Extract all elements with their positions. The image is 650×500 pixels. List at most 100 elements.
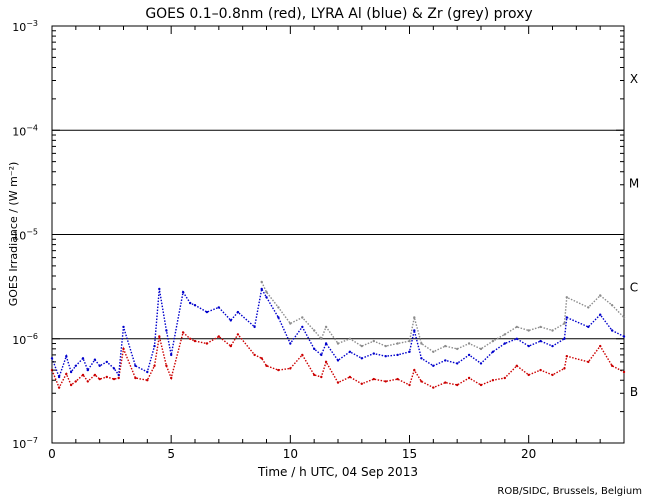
data-point — [515, 337, 518, 340]
data-point — [527, 344, 530, 348]
data-point — [384, 380, 387, 383]
flare-class-labels: X M C B — [629, 72, 639, 399]
data-point — [396, 377, 399, 381]
data-point — [253, 325, 256, 329]
y-tick-base: 10 — [12, 438, 26, 451]
data-point — [456, 347, 459, 351]
data-point — [170, 376, 173, 380]
data-point — [479, 362, 483, 365]
data-point — [265, 364, 268, 367]
data-point — [81, 357, 85, 360]
data-point — [320, 353, 323, 357]
series-1 — [50, 287, 626, 380]
y-axis-ticks: 10−310−410−510−610−7 — [12, 19, 624, 451]
data-point — [81, 373, 85, 377]
data-point — [408, 339, 411, 343]
data-point — [69, 370, 73, 374]
x-axis-label: Time / h UTC, 04 Sep 2013 — [257, 465, 418, 479]
data-point — [193, 339, 197, 343]
chart-title: GOES 0.1–0.8nm (red), LYRA Al (blue) & Z… — [145, 6, 532, 22]
data-point — [413, 368, 416, 372]
data-point — [117, 376, 120, 380]
data-point — [181, 331, 185, 334]
data-point — [134, 376, 137, 380]
data-point — [93, 373, 97, 377]
y-tick-exponent: −6 — [26, 332, 38, 341]
data-point — [491, 379, 495, 382]
data-point — [236, 333, 240, 336]
data-point — [324, 360, 328, 364]
data-point — [348, 350, 352, 353]
data-point — [57, 375, 61, 379]
data-point — [622, 370, 626, 374]
data-point — [396, 353, 399, 357]
y-tick-label: 10−5 — [12, 228, 38, 243]
data-point — [456, 362, 459, 365]
data-point — [122, 347, 125, 351]
data-point — [189, 337, 192, 340]
data-point — [205, 310, 209, 314]
data-point — [146, 379, 149, 382]
data-point — [467, 376, 471, 380]
data-point — [444, 381, 447, 384]
data-point — [420, 357, 423, 360]
data-point — [217, 306, 220, 309]
data-point — [265, 290, 268, 294]
flare-class-c: C — [630, 281, 638, 295]
data-point — [622, 316, 626, 319]
series-2 — [260, 280, 626, 353]
data-point — [289, 367, 292, 370]
data-point — [491, 339, 495, 343]
data-point — [229, 344, 232, 348]
data-point — [479, 383, 483, 387]
data-point — [360, 344, 363, 348]
data-point — [260, 287, 263, 291]
data-point — [181, 290, 185, 294]
data-point — [539, 368, 542, 372]
data-point — [372, 352, 375, 355]
series-layer — [50, 280, 626, 390]
data-point — [277, 316, 280, 319]
x-tick-label: 15 — [402, 447, 417, 461]
x-tick-label: 0 — [48, 447, 56, 461]
data-point — [236, 310, 240, 314]
data-point — [527, 373, 530, 377]
y-tick-exponent: −4 — [26, 123, 38, 132]
y-tick-exponent: −5 — [26, 228, 38, 237]
data-point — [336, 342, 340, 345]
data-point — [491, 350, 495, 353]
data-point — [86, 380, 90, 383]
y-tick-base: 10 — [12, 230, 26, 243]
flare-class-lines — [52, 129, 624, 340]
data-point — [289, 322, 292, 325]
data-point — [74, 380, 78, 383]
data-point — [515, 325, 518, 329]
data-point — [384, 355, 387, 358]
data-point — [320, 375, 323, 379]
data-point — [622, 335, 626, 338]
x-tick-label: 20 — [521, 447, 536, 461]
y-tick-label: 10−7 — [12, 436, 38, 451]
data-point — [117, 373, 120, 377]
data-point — [503, 333, 506, 336]
data-point — [158, 287, 161, 291]
data-point — [563, 337, 566, 340]
data-point — [105, 360, 109, 364]
data-point — [565, 296, 568, 299]
data-point — [565, 316, 568, 319]
data-point — [420, 380, 423, 383]
data-point — [313, 329, 316, 332]
data-point — [313, 373, 316, 377]
data-point — [408, 350, 411, 353]
data-point — [189, 301, 192, 305]
data-point — [563, 322, 566, 325]
series-0 — [50, 331, 626, 390]
flare-class-x: X — [630, 72, 638, 86]
data-point — [86, 368, 90, 372]
flare-class-m: M — [629, 176, 639, 190]
data-point — [372, 377, 375, 381]
data-point — [610, 329, 614, 332]
data-point — [205, 342, 209, 345]
data-point — [336, 381, 340, 384]
